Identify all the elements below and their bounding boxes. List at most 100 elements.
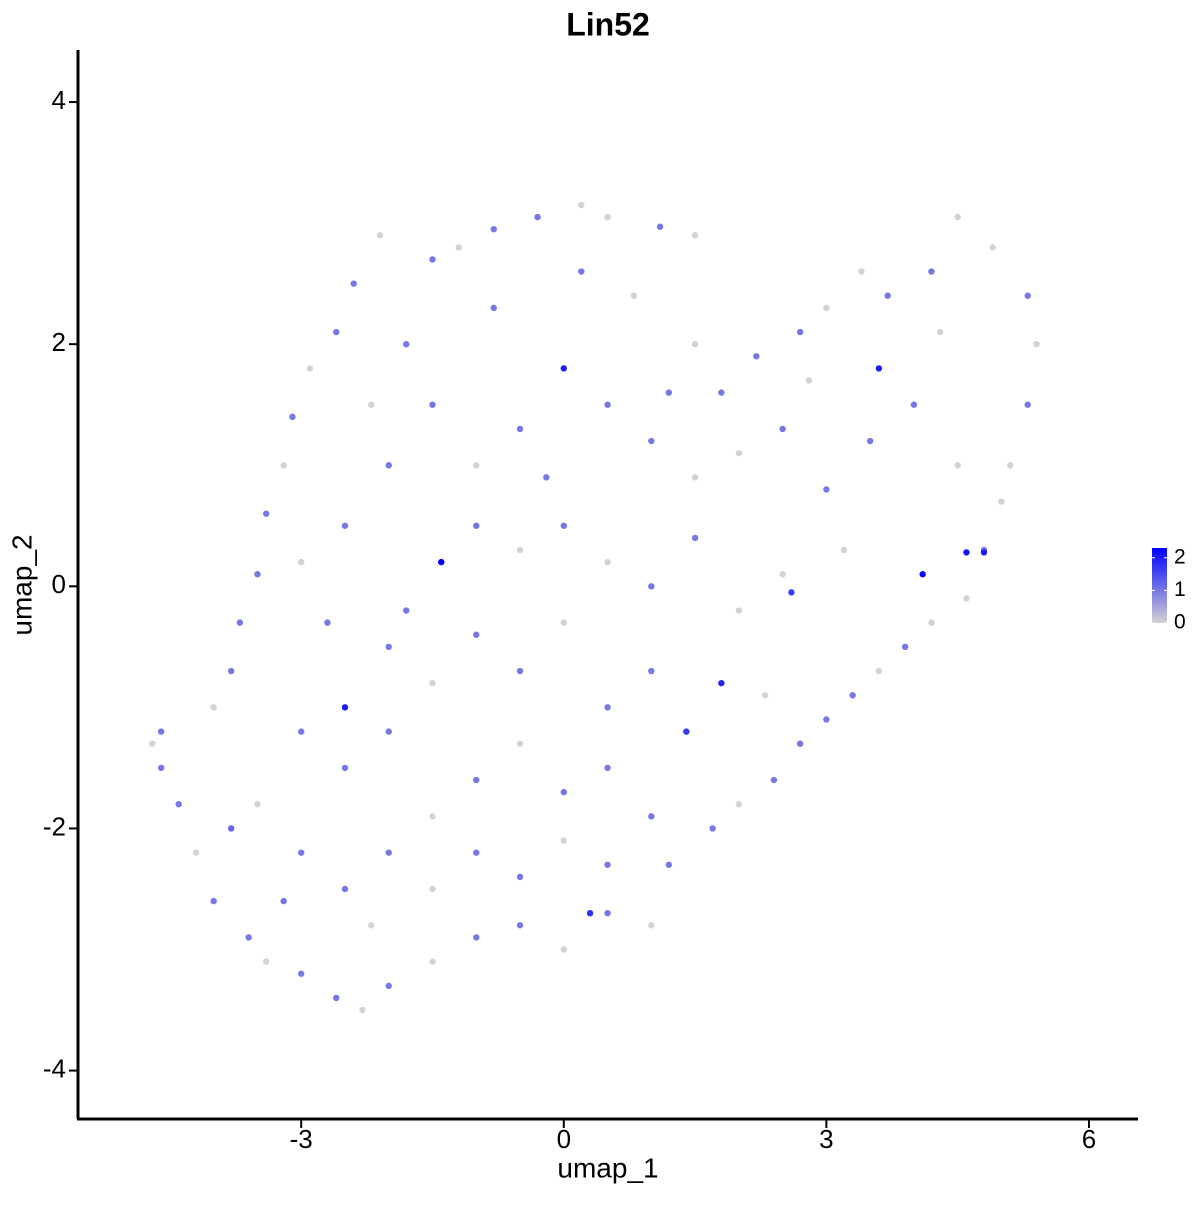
point: [350, 280, 357, 287]
point: [455, 244, 462, 251]
point: [429, 885, 436, 893]
point: [333, 328, 340, 336]
point: [429, 679, 436, 687]
point: [473, 776, 480, 784]
point: [236, 619, 244, 626]
point: [473, 849, 480, 856]
point: [779, 425, 786, 433]
point: [954, 213, 961, 221]
point: [604, 558, 611, 566]
point: [604, 909, 611, 917]
point: [858, 268, 865, 275]
point: [298, 970, 305, 977]
point: [157, 764, 165, 772]
x-tick-label: 6: [1082, 1124, 1096, 1154]
point: [543, 474, 550, 481]
point: [341, 704, 349, 711]
point: [368, 401, 375, 408]
point: [823, 486, 830, 493]
point: [691, 340, 699, 348]
point: [341, 885, 349, 893]
point: [866, 437, 874, 445]
point: [840, 546, 848, 554]
point: [796, 740, 804, 747]
point: [560, 619, 567, 626]
point: [175, 801, 182, 808]
point: [516, 546, 524, 554]
point: [884, 292, 891, 299]
point: [648, 437, 655, 445]
x-axis-label: umap_1: [557, 1152, 658, 1183]
point: [516, 425, 524, 433]
point: [262, 510, 270, 517]
point: [963, 595, 970, 602]
point: [289, 413, 296, 421]
point: [157, 728, 165, 735]
point: [954, 462, 961, 469]
point: [604, 401, 611, 408]
point: [630, 292, 638, 299]
point: [516, 740, 524, 747]
point: [875, 667, 883, 675]
point: [516, 873, 524, 881]
point: [227, 667, 235, 675]
point: [761, 692, 769, 699]
point: [665, 861, 673, 868]
point: [604, 861, 611, 868]
point: [691, 474, 699, 481]
point: [210, 704, 217, 711]
point: [429, 813, 436, 820]
point: [648, 667, 655, 675]
point: [1007, 462, 1014, 469]
point: [298, 558, 305, 566]
point: [578, 268, 585, 275]
point: [648, 813, 655, 820]
point: [473, 522, 480, 529]
x-tick-label: 3: [819, 1124, 833, 1154]
point: [901, 643, 909, 651]
point: [691, 232, 699, 239]
chart-title: Lin52: [566, 6, 650, 42]
point: [210, 897, 217, 905]
point: [245, 934, 252, 941]
point: [604, 764, 611, 772]
point: [473, 462, 480, 469]
point: [385, 849, 392, 856]
point: [823, 716, 830, 723]
point: [385, 982, 392, 990]
point: [359, 1006, 366, 1014]
point: [928, 619, 935, 626]
point: [385, 728, 392, 735]
point: [779, 571, 786, 578]
colorbar-tick-label: 0: [1174, 611, 1186, 634]
point: [333, 994, 340, 1002]
point: [254, 571, 261, 578]
point: [936, 328, 944, 336]
point: [534, 213, 541, 221]
point: [403, 340, 410, 348]
x-tick-label: -3: [290, 1124, 313, 1154]
point: [823, 304, 830, 312]
point: [735, 449, 743, 457]
point: [473, 934, 480, 941]
point: [928, 268, 935, 275]
point: [691, 534, 699, 542]
point: [262, 958, 270, 965]
point: [718, 679, 725, 687]
point: [376, 232, 384, 239]
point: [796, 328, 804, 336]
point: [149, 740, 156, 747]
point: [192, 849, 200, 856]
point: [368, 922, 375, 929]
point: [1033, 340, 1040, 348]
point: [560, 788, 567, 796]
point: [910, 401, 918, 408]
point: [1024, 401, 1031, 408]
point: [665, 389, 673, 396]
point: [429, 256, 436, 263]
point: [560, 365, 567, 372]
point: [429, 958, 436, 965]
y-tick-label: 0: [52, 569, 66, 599]
point: [280, 897, 287, 905]
point: [919, 571, 926, 578]
